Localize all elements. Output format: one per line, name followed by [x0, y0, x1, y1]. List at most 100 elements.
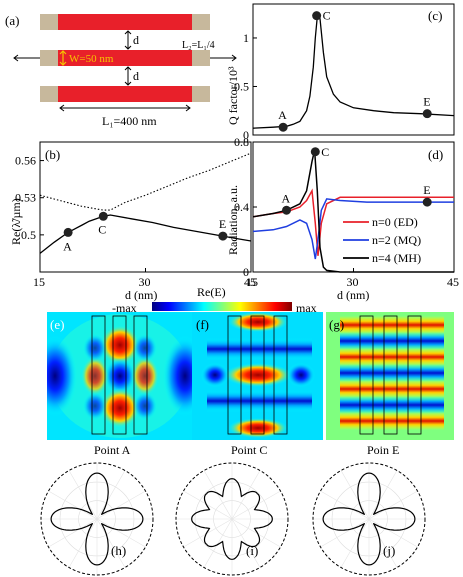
panel-b-label: (b)	[45, 147, 60, 162]
caption-point-a: Point A	[94, 443, 131, 457]
legend-entry: n=2 (MQ)	[372, 233, 421, 247]
marker-point-c	[312, 11, 322, 21]
polar-label: (j)	[383, 543, 395, 558]
panel-b-chart: (b) Re(λ̃/µm) d (nm) 15 30 45 0.5 0.53 0.56 A…	[9, 141, 256, 302]
field-map-g	[326, 312, 454, 440]
radiation-pattern	[191, 478, 273, 560]
panel-a-label: (a)	[5, 13, 19, 28]
polar-grid-spoke	[48, 490, 98, 520]
polar-outer-ring	[40, 462, 154, 576]
panel-d-ylabel: Radiation, a.u.	[226, 185, 240, 255]
marker-point-a	[278, 122, 288, 132]
panel-d-label: (d)	[428, 147, 443, 162]
polar-grid-spoke	[68, 470, 98, 520]
polar-grid-spoke	[368, 518, 398, 568]
y-tick-label: 0.53	[15, 191, 36, 205]
polar-plot-i: (i)	[175, 462, 289, 576]
d-label-bottom: d	[133, 69, 139, 83]
x-tick-label: 30	[139, 275, 151, 289]
polar-grid-spoke	[203, 518, 233, 568]
width-label: W=50 nm	[69, 53, 114, 65]
colorbar-min-label: -max	[112, 301, 137, 315]
marker-label-e: E	[219, 217, 226, 231]
polar-grid-spoke	[368, 490, 418, 520]
marker-point-c	[98, 211, 108, 221]
marker-point-c	[310, 147, 320, 157]
colorbar-title: Re(E)	[197, 285, 226, 299]
polar-grid-spoke	[96, 470, 126, 520]
polar-grid-spoke	[183, 490, 233, 520]
field-map-e-label: (e)	[50, 317, 64, 332]
y-tick-label: 0.56	[15, 154, 36, 168]
marker-point-e	[218, 231, 228, 241]
marker-point-e	[422, 109, 432, 119]
marker-label-c: C	[323, 9, 331, 23]
polar-grid-spoke	[48, 518, 98, 548]
legend-entry: n=0 (ED)	[372, 215, 418, 229]
panel-d-chart: (d) Radiation, a.u. d (nm) 15 30 4500.40.8…	[226, 135, 459, 302]
colorbar-gradient	[152, 302, 292, 311]
polar-grid-spoke	[96, 490, 146, 520]
ellipse-end	[40, 86, 58, 102]
marker-label-e: E	[423, 183, 430, 197]
polar-grid-spoke	[231, 518, 281, 548]
polar-outer-ring	[312, 462, 426, 576]
polar-grid-spoke	[320, 490, 370, 520]
length-label: L₁=400 nm	[102, 114, 157, 128]
marker-label-e: E	[423, 95, 430, 109]
marker-label-a: A	[282, 191, 291, 205]
polar-grid-spoke	[203, 470, 233, 520]
polar-outer-ring	[175, 462, 289, 576]
panel-c-label: (c)	[428, 8, 442, 23]
marker-point-a	[63, 227, 73, 237]
polar-grid-spoke	[231, 470, 261, 520]
colorbar: Re(E) -max max	[112, 285, 317, 315]
polar-grid-spoke	[340, 470, 370, 520]
radiation-curve-2	[252, 149, 454, 273]
marker-label-a: A	[63, 239, 72, 253]
panel-c-ylabel: Q factor/10³	[226, 66, 240, 125]
y-tick-label: 0.4	[234, 200, 249, 214]
field-map-g-label: (g)	[329, 317, 344, 332]
polar-plot-j: (j)	[312, 462, 426, 576]
panel-a-schematic: (a) d d L₂=L₁/4 W=50 nm L₁=400 nm	[0, 0, 237, 132]
marker-point-a	[282, 205, 291, 215]
x-tick-label: 15	[33, 275, 45, 289]
field-map-f-label: (f)	[196, 317, 209, 332]
l2-label: L₂=L₁/4	[182, 40, 215, 51]
ellipse-bar	[58, 50, 192, 66]
polar-grid-spoke	[183, 518, 233, 548]
d-label-top: d	[133, 33, 139, 47]
radiation-pattern	[50, 472, 144, 566]
colorbar-max-label: max	[296, 301, 317, 315]
polar-grid-spoke	[231, 518, 261, 568]
polar-grid-spoke	[68, 518, 98, 568]
x-tick-label: 45	[447, 275, 459, 289]
caption-point-c: Point C	[231, 443, 267, 457]
y-tick-label: 0.5	[234, 79, 249, 93]
x-tick-label: 45	[244, 275, 256, 289]
ellipse-bar	[58, 14, 192, 30]
marker-label-a: A	[278, 108, 287, 122]
polar-grid-spoke	[368, 470, 398, 520]
legend-entry: n=4 (MH)	[372, 251, 421, 265]
polar-grid-spoke	[96, 518, 126, 568]
caption-point-e: Poin E	[367, 443, 399, 457]
x-tick-label: 30	[347, 275, 359, 289]
polar-grid-spoke	[340, 518, 370, 568]
y-tick-label: 0	[243, 265, 249, 279]
ellipse-end	[192, 50, 210, 66]
field-map-f	[192, 312, 323, 440]
marker-point-e	[422, 197, 432, 207]
y-tick-label: 0	[243, 128, 249, 142]
dotted-branch-curve	[39, 152, 252, 211]
ellipse-end	[192, 86, 210, 102]
polar-label: (h)	[111, 543, 126, 558]
y-tick-label: 1	[243, 31, 249, 45]
ellipse-end	[40, 14, 58, 30]
ellipse-end	[192, 14, 210, 30]
polar-plot-h: (h)	[40, 462, 154, 576]
polar-grid-spoke	[231, 490, 281, 520]
radiation-curve-1	[252, 198, 454, 260]
